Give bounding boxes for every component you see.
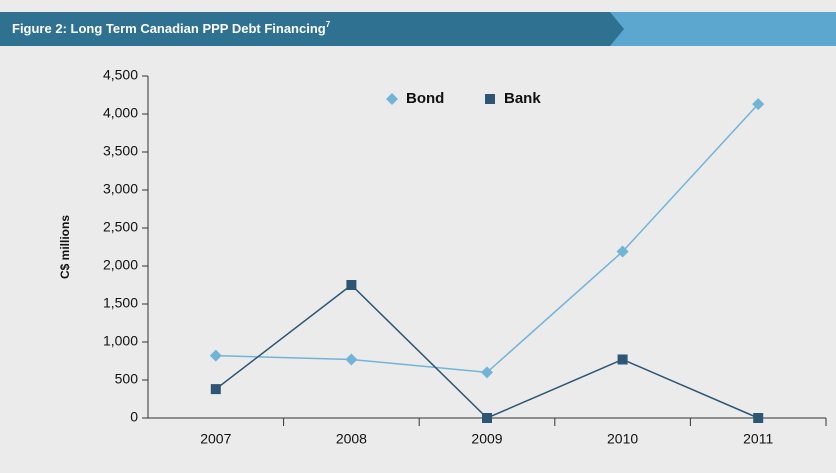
y-tick-label: 2,500 (103, 219, 138, 235)
y-tick-label: 4,500 (103, 67, 138, 83)
data-point (482, 413, 492, 423)
y-tick-label: 3,500 (103, 143, 138, 159)
y-axis-label: C$ millions (58, 215, 72, 279)
y-tick-label: 0 (130, 409, 138, 425)
data-point (346, 280, 357, 290)
x-tick-label: 2009 (471, 431, 502, 447)
data-point (616, 245, 629, 258)
data-point (209, 349, 222, 362)
data-point (617, 354, 628, 365)
data-point (752, 98, 765, 111)
y-tick-label: 500 (115, 371, 139, 387)
legend-marker (386, 93, 398, 105)
legend-label: Bond (406, 90, 444, 107)
header-bar-dark (0, 12, 624, 46)
legend-label: Bank (504, 90, 541, 107)
x-tick-label: 2011 (743, 431, 773, 447)
y-tick-label: 1,500 (103, 295, 138, 311)
data-point (481, 366, 493, 379)
data-point (753, 413, 764, 423)
legend-marker (485, 94, 495, 104)
y-tick-label: 4,000 (103, 105, 138, 121)
x-tick-label: 2010 (607, 431, 638, 447)
data-point (345, 353, 358, 366)
data-point (210, 384, 221, 395)
y-tick-label: 1,000 (103, 333, 138, 349)
x-tick-label: 2007 (200, 431, 231, 447)
x-tick-label: 2008 (336, 431, 367, 447)
y-tick-label: 3,000 (103, 181, 138, 197)
y-tick-label: 2,000 (103, 257, 138, 273)
chart-title: Figure 2: Long Term Canadian PPP Debt Fi… (12, 20, 331, 36)
